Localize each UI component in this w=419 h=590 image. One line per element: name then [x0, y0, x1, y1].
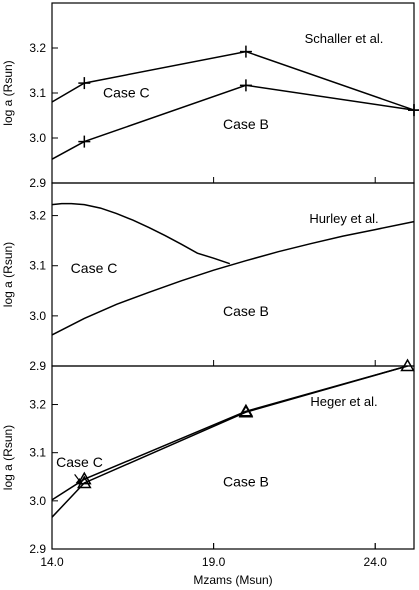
series-line-case-c: [51, 50, 415, 111]
x-tick-label: 14.0: [40, 555, 64, 569]
source-annotation: Heger et al.: [310, 394, 377, 409]
panel-3: 2.9 3.0 3.1 3.2 log a (Rsun) Case C Case B Hege…: [1, 358, 415, 556]
y-axis-label: log a (Rsun): [1, 242, 15, 307]
y-tick-label: 3.2: [29, 41, 46, 55]
plus-marker: [239, 79, 252, 92]
y-tick-label: 3.1: [29, 259, 46, 273]
y-axis-label: log a (Rsun): [1, 60, 15, 125]
curve-label: Case B: [223, 303, 269, 319]
panel-frame: [51, 365, 415, 550]
plus-marker: [408, 104, 419, 117]
source-annotation: Hurley et al.: [309, 211, 378, 226]
triangle-marker: [238, 404, 254, 418]
plus-marker: [78, 135, 91, 148]
arrow-head: [75, 477, 83, 485]
curve-label: Case C: [56, 454, 103, 470]
plus-marker: [78, 77, 91, 90]
triangle-marker: [400, 358, 415, 372]
y-tick-label: 3.2: [29, 209, 46, 223]
y-tick-label: 3.2: [29, 398, 46, 412]
y-tick-label: 3.0: [29, 131, 46, 145]
series-line-case-b: [51, 84, 415, 160]
panel-2: 2.9 3.0 3.1 3.2 log a (Rsun) Case C Case B Hurl…: [1, 182, 415, 373]
y-tick-label: 3.1: [29, 446, 46, 460]
y-tick-label: 3.0: [29, 494, 46, 508]
x-axis-label: Mzams (Msun): [193, 573, 272, 587]
x-tick-label: 24.0: [364, 555, 388, 569]
plus-marker: [239, 45, 252, 58]
y-tick-label: 3.1: [29, 86, 46, 100]
curve-label: Case C: [71, 260, 118, 276]
series-line-case-b: [51, 365, 408, 518]
curve-label: Case B: [223, 473, 269, 489]
series-line-case-b: [51, 220, 415, 336]
y-tick-label: 3.0: [29, 309, 46, 323]
curve-label: Case B: [223, 116, 269, 132]
x-tick-label: 19.0: [202, 555, 226, 569]
series-line-case-c: [51, 202, 231, 265]
source-annotation: Schaller et al.: [305, 31, 384, 46]
curve-label: Case C: [103, 85, 150, 101]
panel-1: 2.9 3.0 3.1 3.2 log a (Rsun) Case C Case B Scha…: [1, 2, 419, 190]
y-tick-label: 2.9: [29, 359, 46, 373]
y-tick-label: 2.9: [29, 176, 46, 190]
y-axis-label: log a (Rsun): [1, 425, 15, 490]
y-tick-label: 2.9: [29, 542, 46, 556]
